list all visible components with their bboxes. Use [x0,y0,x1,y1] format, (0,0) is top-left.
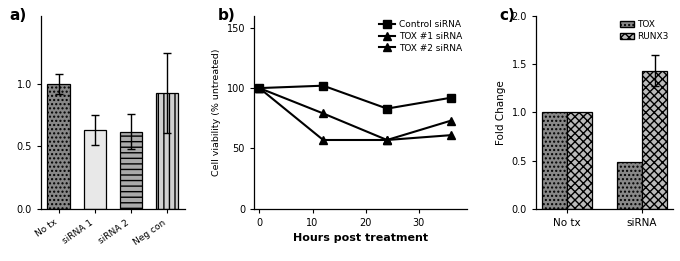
Bar [120,132,142,209]
TOX #1 siRNA [255,87,263,90]
Legend: Control siRNA, TOX #1 siRNA, TOX #2 siRNA: Control siRNA, TOX #1 siRNA, TOX #2 siRN… [379,20,462,52]
TOX #1 siRNA [447,134,455,137]
Line: TOX #1 siRNA: TOX #1 siRNA [256,84,455,144]
TOX #1 siRNA [319,138,327,141]
TOX #2 siRNA [255,87,263,90]
Line: TOX #2 siRNA: TOX #2 siRNA [256,84,455,144]
Control siRNA [319,84,327,87]
Y-axis label: Cell viability (% untreated): Cell viability (% untreated) [212,49,221,176]
Control siRNA [383,107,391,110]
Bar [642,71,667,209]
Control siRNA [255,87,263,90]
Bar [156,93,178,209]
TOX #2 siRNA [319,112,327,115]
Y-axis label: Fold Change: Fold Change [496,80,506,145]
Bar [48,84,70,209]
Text: a): a) [9,8,27,23]
TOX #1 siRNA [383,138,391,141]
Bar [617,162,642,209]
X-axis label: Hours post treatment: Hours post treatment [293,233,428,244]
Line: Control siRNA: Control siRNA [256,82,455,112]
Bar [84,130,106,209]
Bar [567,112,592,209]
Bar [542,112,567,209]
Control siRNA [447,96,455,99]
Text: b): b) [218,8,236,23]
TOX #2 siRNA [383,138,391,141]
Text: c): c) [499,8,515,23]
Legend: TOX, RUNX3: TOX, RUNX3 [620,20,668,41]
TOX #2 siRNA [447,119,455,122]
